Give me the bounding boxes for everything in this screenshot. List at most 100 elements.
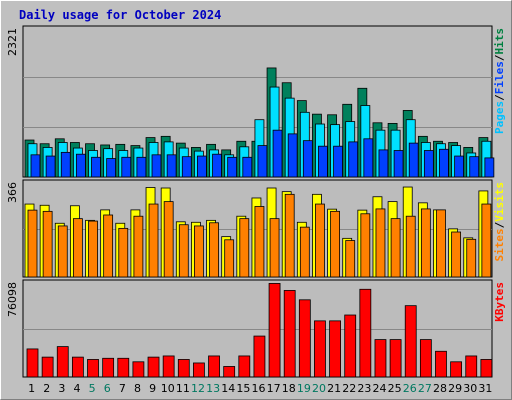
chart-title: Daily usage for October 2024 [19, 8, 221, 22]
bar-pages-day-16 [257, 145, 268, 178]
bar-pages-day-13 [212, 153, 222, 178]
day-label-19: 19 [297, 382, 311, 395]
day-label-6: 6 [104, 382, 111, 395]
bar-sites-day-18 [284, 193, 295, 278]
day-label-24: 24 [373, 382, 387, 395]
bar-sites-day-7 [118, 227, 129, 278]
legend-files: Files [493, 61, 506, 94]
bar-sites-day-15 [239, 218, 250, 278]
bar-kbytes-day-15 [238, 355, 251, 378]
bar-pages-day-3 [60, 151, 71, 178]
day-label-11: 11 [176, 382, 190, 395]
bar-pages-day-11 [181, 156, 192, 178]
day-label-22: 22 [342, 382, 356, 395]
bar-pages-day-6 [106, 158, 117, 178]
bar-sites-day-30 [466, 238, 477, 278]
bar-sites-day-22 [345, 240, 356, 278]
bar-kbytes-day-5 [87, 359, 99, 378]
bar-pages-day-5 [91, 156, 101, 178]
bar-kbytes-day-26 [404, 305, 417, 378]
bar-pages-day-21 [333, 145, 343, 178]
day-label-23: 23 [357, 382, 371, 395]
bar-sites-day-8 [133, 215, 144, 278]
bar-pages-day-22 [348, 141, 359, 178]
bar-pages-day-10 [166, 154, 177, 178]
day-label-13: 13 [206, 382, 220, 395]
bar-kbytes-day-12 [193, 362, 205, 378]
bar-kbytes-day-4 [71, 356, 84, 378]
bar-pages-day-29 [454, 155, 465, 178]
day-label-20: 20 [312, 382, 326, 395]
bar-pages-day-15 [242, 156, 253, 178]
bar-kbytes-day-20 [314, 320, 326, 378]
bar-pages-day-28 [439, 148, 449, 178]
legend-sites: Sites [493, 228, 506, 261]
bar-sites-day-27 [420, 208, 431, 278]
bar-pages-day-18 [287, 133, 298, 178]
bar-kbytes-day-16 [253, 335, 266, 378]
bar-pages-day-30 [469, 156, 480, 178]
bar-pages-day-31 [484, 157, 495, 178]
bar-sites-day-14 [224, 239, 235, 278]
legend-separator: / [493, 221, 506, 228]
bar-pages-day-9 [151, 154, 162, 178]
bar-kbytes-day-8 [132, 361, 145, 378]
bar-sites-day-11 [178, 224, 189, 278]
bar-pages-day-20 [318, 145, 328, 178]
bar-sites-day-4 [72, 218, 83, 278]
bar-sites-day-23 [360, 213, 371, 278]
bar-kbytes-day-19 [298, 299, 311, 378]
bar-sites-day-5 [88, 220, 98, 278]
day-label-8: 8 [134, 382, 141, 395]
bar-pages-day-17 [272, 129, 283, 178]
bar-pages-day-23 [363, 138, 374, 178]
bar-pages-day-27 [423, 150, 434, 178]
day-label-15: 15 [236, 382, 250, 395]
bar-sites-day-6 [103, 214, 114, 278]
bar-pages-day-14 [227, 156, 238, 178]
bar-sites-day-24 [375, 208, 386, 278]
day-label-17: 17 [267, 382, 281, 395]
bar-pages-day-24 [378, 149, 389, 178]
bar-kbytes-day-29 [450, 361, 463, 378]
day-label-9: 9 [149, 382, 156, 395]
bar-sites-day-17 [269, 218, 280, 278]
bar-kbytes-day-11 [177, 359, 190, 378]
bar-kbytes-day-30 [465, 355, 478, 378]
bar-kbytes-day-18 [283, 290, 296, 378]
bar-kbytes-day-6 [102, 357, 115, 378]
legend-separator: / [493, 54, 506, 61]
bar-kbytes-day-9 [147, 356, 160, 378]
bar-pages-day-1 [30, 154, 41, 178]
day-label-10: 10 [161, 382, 175, 395]
bar-sites-day-21 [330, 210, 340, 278]
bar-sites-day-25 [390, 218, 401, 278]
bar-kbytes-day-1 [26, 348, 39, 378]
bar-pages-day-7 [121, 156, 132, 178]
bar-pages-day-2 [45, 155, 56, 178]
bar-kbytes-day-22 [344, 314, 357, 378]
day-label-30: 30 [463, 382, 477, 395]
bar-kbytes-day-10 [162, 355, 175, 378]
ymax-label-visits: 366 [6, 182, 19, 203]
bar-sites-day-1 [27, 209, 38, 278]
bar-pages-day-12 [197, 155, 207, 178]
legend-visits: Sites/Visits [493, 182, 506, 262]
bar-kbytes-day-21 [329, 320, 341, 378]
bar-pages-day-19 [302, 140, 313, 178]
day-label-16: 16 [252, 382, 266, 395]
bar-kbytes-day-13 [208, 355, 220, 378]
bar-kbytes-day-23 [359, 288, 372, 378]
bar-kbytes-day-31 [480, 359, 493, 378]
day-label-27: 27 [418, 382, 432, 395]
bar-sites-day-19 [299, 226, 310, 278]
bar-kbytes-day-24 [374, 339, 387, 378]
bar-sites-day-16 [254, 206, 265, 278]
bar-pages-day-4 [75, 153, 86, 178]
bar-kbytes-day-3 [56, 346, 69, 378]
bar-sites-day-9 [148, 203, 159, 278]
bar-sites-day-28 [436, 209, 446, 278]
